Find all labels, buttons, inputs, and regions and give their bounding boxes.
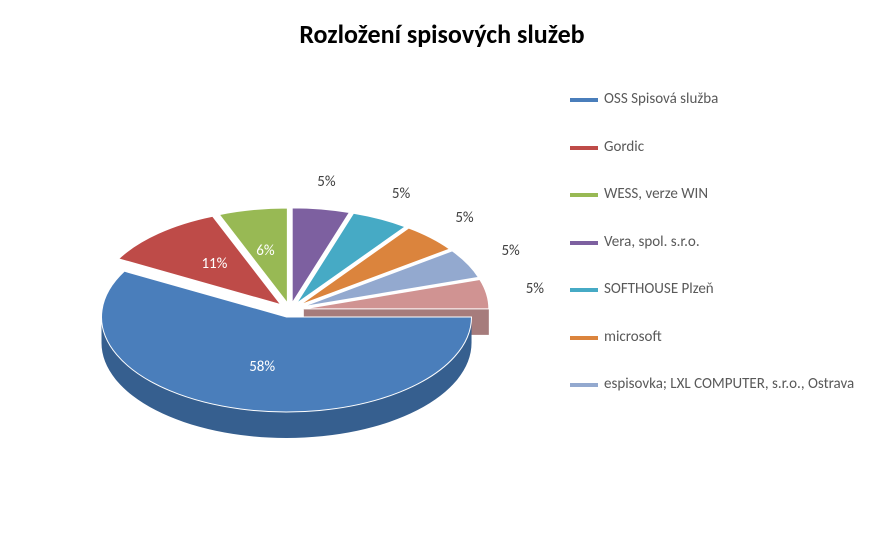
legend-label: SOFTHOUSE Plzeň — [604, 280, 714, 300]
legend-item: espisovka; LXL COMPUTER, s.r.o., Ostrava — [570, 375, 870, 395]
legend-label: WESS, verze WIN — [604, 185, 708, 205]
legend-swatch — [570, 241, 598, 245]
pie-slice-label: 5% — [526, 280, 544, 298]
pie-chart — [20, 80, 540, 520]
legend-item: OSS Spisová služba — [570, 90, 870, 110]
legend-label: Gordic — [604, 138, 644, 158]
chart-legend: OSS Spisová služba Gordic WESS, verze WIN V… — [570, 90, 870, 423]
legend-swatch — [570, 383, 598, 387]
legend-item: SOFTHOUSE Plzeň — [570, 280, 870, 300]
legend-item: microsoft — [570, 328, 870, 348]
pie-slice-label: 5% — [392, 185, 410, 203]
pie-slice-label: 5% — [455, 209, 473, 227]
legend-swatch — [570, 193, 598, 197]
pie-slice-label: 5% — [501, 242, 519, 260]
chart-title: Rozložení spisových služeb — [0, 18, 884, 50]
pie-slice-label: 58% — [249, 358, 275, 376]
legend-label: Vera, spol. s.r.o. — [604, 233, 700, 253]
pie-slice-label: 5% — [317, 173, 335, 191]
legend-label: espisovka; LXL COMPUTER, s.r.o., Ostrava — [604, 375, 854, 395]
legend-swatch — [570, 98, 598, 102]
legend-item: WESS, verze WIN — [570, 185, 870, 205]
legend-item: Gordic — [570, 138, 870, 158]
pie-slice-label: 6% — [256, 242, 274, 260]
legend-swatch — [570, 146, 598, 150]
pie-slice-label: 11% — [201, 255, 227, 273]
legend-swatch — [570, 336, 598, 340]
legend-label: microsoft — [604, 328, 662, 348]
legend-swatch — [570, 288, 598, 292]
legend-item: Vera, spol. s.r.o. — [570, 233, 870, 253]
legend-label: OSS Spisová služba — [604, 90, 718, 110]
